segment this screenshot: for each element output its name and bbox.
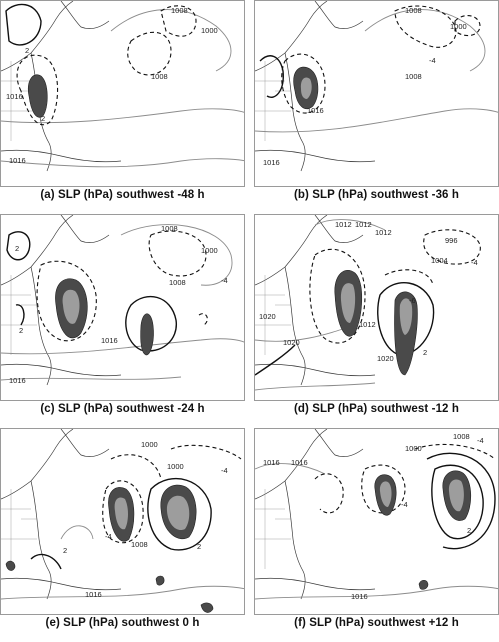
map-e: 1000 1000 -4 1008 2 -4 2 1016	[0, 428, 245, 615]
panel-e: 1000 1000 -4 1008 2 -4 2 1016 (e) SLP (h…	[0, 428, 245, 638]
panel-b-label-5: 1016	[307, 106, 324, 115]
panel-a-label-2: 1000	[201, 26, 218, 35]
panel-b-label-2: 1000	[450, 22, 467, 31]
panel-d-label-1: 1012	[335, 220, 352, 229]
map-a: 1008 1000 1008 1016 1016 2 2	[0, 0, 245, 187]
panel-e-label-1: 1000	[141, 440, 158, 449]
panel-a-label-4: 1016	[6, 92, 23, 101]
panel-b-label-1: 1008	[405, 6, 422, 15]
panel-d-label-4: 996	[445, 236, 458, 245]
panel-d-label-2: 1012	[355, 220, 372, 229]
map-b-svg: 1008 1000 1008 -4 1016 1016	[255, 1, 498, 172]
panel-f-label-3: 1000	[405, 444, 422, 453]
panel-f-label-1: 1016	[263, 458, 280, 467]
map-d-svg: 1012 1012 1012 996 1004 -4 1020 1020 -6 …	[255, 215, 481, 391]
panel-d: 1012 1012 1012 996 1004 -4 1020 1020 -6 …	[254, 214, 499, 424]
panel-c-label-4: -4	[221, 276, 228, 285]
panel-d-label-9: -6	[409, 296, 416, 305]
map-c: 1008 1000 1008 -4 2 2 1016 1016	[0, 214, 245, 401]
panel-e-label-7: 2	[197, 542, 201, 551]
panel-f-label-7: 2	[467, 526, 471, 535]
panel-d-caption: (d) SLP (hPa) southwest -12 h	[294, 403, 459, 415]
map-f-svg: 1016 1016 1000 -4 1008 -4 2 1016	[255, 429, 498, 601]
panel-b-label-4: -4	[429, 56, 436, 65]
panel-e-label-8: 1016	[85, 590, 102, 599]
panel-a: 1008 1000 1008 1016 1016 2 2 (a) SLP (hP…	[0, 0, 245, 210]
panel-a-caption: (a) SLP (hPa) southwest -48 h	[40, 189, 205, 201]
map-b: 1008 1000 1008 -4 1016 1016	[254, 0, 499, 187]
panel-f: 1016 1016 1000 -4 1008 -4 2 1016 (f) SLP…	[254, 428, 499, 638]
panel-f-label-6: -4	[401, 500, 408, 509]
panel-c-label-5: 2	[15, 244, 19, 253]
panel-d-label-7: 1020	[259, 312, 276, 321]
panel-e-label-3: -4	[221, 466, 228, 475]
panel-e-label-2: 1000	[167, 462, 184, 471]
panel-f-label-4: -4	[477, 436, 484, 445]
panel-f-label-5: 1008	[453, 432, 470, 441]
panel-c-label-1: 1008	[161, 224, 178, 233]
panel-c-caption: (c) SLP (hPa) southwest -24 h	[40, 403, 205, 415]
panel-b-label-6: 1016	[263, 158, 280, 167]
panel-c-label-2: 1000	[201, 246, 218, 255]
panel-a-label-1: 1008	[171, 6, 188, 15]
panel-c-label-7: 1016	[101, 336, 118, 345]
panel-b-caption: (b) SLP (hPa) southwest -36 h	[294, 189, 459, 201]
map-e-svg: 1000 1000 -4 1008 2 -4 2 1016	[1, 429, 244, 613]
panel-e-label-4: 1008	[131, 540, 148, 549]
panel-f-label-8: 1016	[351, 592, 368, 601]
panel-d-label-8: 1020	[283, 338, 300, 347]
panel-c: 1008 1000 1008 -4 2 2 1016 1016 (c) SLP …	[0, 214, 245, 424]
panel-c-label-6: 2	[19, 326, 23, 335]
panel-d-label-3: 1012	[375, 228, 392, 237]
panel-d-label-11: 1012	[359, 320, 376, 329]
panel-a-label-3: 1008	[151, 72, 168, 81]
panel-d-label-5: 1004	[431, 256, 448, 265]
panel-e-caption: (e) SLP (hPa) southwest 0 h	[45, 617, 200, 629]
panel-d-label-6: -4	[471, 258, 478, 267]
panel-d-label-10: 2	[423, 348, 427, 357]
panel-a-label-7: 2	[41, 114, 45, 123]
panel-e-label-6: -4	[105, 532, 112, 541]
panel-f-caption: (f) SLP (hPa) southwest +12 h	[294, 617, 459, 629]
panel-a-label-6: 2	[25, 46, 29, 55]
panel-f-label-2: 1016	[291, 458, 308, 467]
panel-e-label-5: 2	[63, 546, 67, 555]
map-a-svg: 1008 1000 1008 1016 1016 2 2	[1, 1, 244, 172]
map-f: 1016 1016 1000 -4 1008 -4 2 1016	[254, 428, 499, 615]
panel-d-label-12: 1020	[377, 354, 394, 363]
panel-b-label-3: 1008	[405, 72, 422, 81]
panel-c-label-8: 1016	[9, 376, 26, 385]
panel-a-label-5: 1016	[9, 156, 26, 165]
panel-c-label-3: 1008	[169, 278, 186, 287]
panel-b: 1008 1000 1008 -4 1016 1016 (b) SLP (hPa…	[254, 0, 499, 210]
map-c-svg: 1008 1000 1008 -4 2 2 1016 1016	[1, 215, 244, 386]
map-d: 1012 1012 1012 996 1004 -4 1020 1020 -6 …	[254, 214, 499, 401]
